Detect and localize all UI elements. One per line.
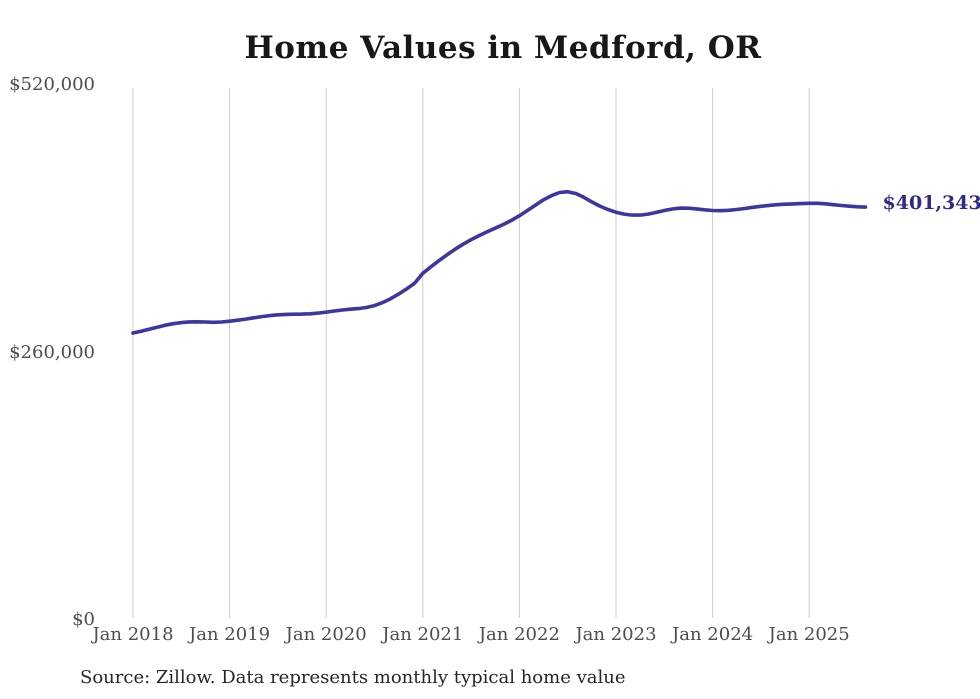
y-tick-label: $520,000 [9,74,95,95]
x-tick-label: Jan 2022 [478,624,560,645]
latest-value-annotation: $401,343 [882,192,980,215]
x-tick-label: Jan 2024 [672,624,754,645]
source-attribution: Source: Zillow. Data represents monthly … [80,667,626,688]
x-tick-label: Jan 2018 [92,624,174,645]
y-tick-label: $0 [72,609,95,630]
gridline-group [132,88,810,618]
x-tick-label: Jan 2019 [189,624,271,645]
x-tick-label: Jan 2020 [285,624,367,645]
chart-title: Home Values in Medford, OR [244,30,762,66]
y-tick-label: $260,000 [9,341,95,363]
home-value-line-series [131,189,868,335]
x-tick-label: Jan 2021 [382,624,464,645]
x-tick-label: Jan 2025 [768,624,850,645]
x-tick-label: Jan 2023 [575,624,657,645]
